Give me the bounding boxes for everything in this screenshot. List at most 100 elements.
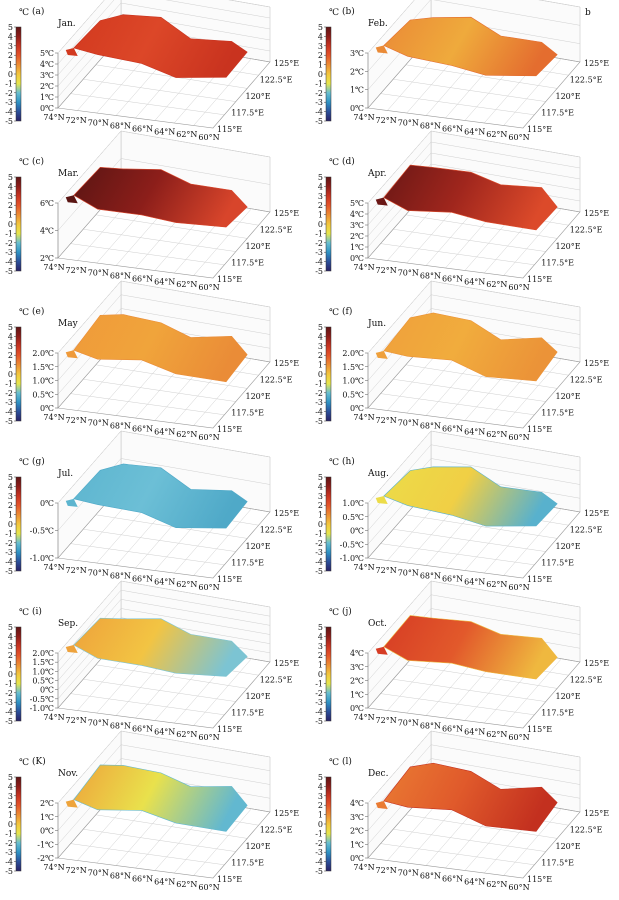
- z-tick-label: -1.0℃: [30, 554, 54, 563]
- z-tick-label: -2℃: [37, 854, 54, 863]
- z-tick-label: 2.0℃: [32, 349, 54, 358]
- floor-grid-line: [95, 64, 248, 89]
- panel-label: (d): [342, 156, 355, 167]
- wall-grid-line: [57, 458, 271, 531]
- colorbar-unit: ℃: [19, 8, 29, 18]
- colorbar-unit: ℃: [19, 458, 29, 468]
- lon-tick-label: 115°E: [217, 725, 242, 734]
- lat-tick-label: 66°N: [442, 724, 463, 733]
- colorbar-tick-label: 1: [8, 661, 13, 670]
- floor-grid-line: [380, 243, 535, 266]
- panel-label: (a): [32, 6, 44, 17]
- colorbar-tick-label: 0: [8, 220, 13, 229]
- colorbar-tick-label: -2: [315, 89, 323, 98]
- z-tick-label: 2.0℃: [342, 349, 364, 358]
- colorbar-tick-label: -4: [315, 258, 323, 267]
- lon-tick-label: 125°E: [274, 659, 299, 668]
- lat-tick-label: 70°N: [88, 269, 109, 278]
- wall-grid-line: [57, 730, 271, 804]
- lat-tick-label: 66°N: [132, 724, 153, 733]
- colorbar-tick-label: -3: [315, 548, 323, 557]
- colorbar-tick-label: 0: [318, 670, 323, 679]
- lon-tick-label: 115°E: [217, 275, 242, 284]
- floor-grid-line: [405, 814, 558, 839]
- surface-tail: [375, 496, 388, 505]
- lon-tick-label: 125°E: [584, 659, 609, 668]
- colorbar-tick-label: 1: [8, 361, 13, 370]
- colorbar-tick-label: -1: [315, 379, 323, 388]
- floor-grid-line: [393, 828, 546, 852]
- z-tick-label: 1.0℃: [32, 667, 54, 676]
- lon-tick-label: 120°E: [246, 92, 271, 101]
- floor-grid-line: [380, 393, 535, 416]
- wall-grid-line: [367, 308, 581, 381]
- lat-tick-label: 74°N: [353, 263, 374, 272]
- z-tick-label: -1℃: [37, 840, 54, 849]
- lon-tick-label: 115°E: [217, 125, 242, 134]
- wall-grid-line: [367, 758, 581, 831]
- floor-grid-line: [393, 528, 546, 552]
- floor-grid-line: [83, 678, 236, 702]
- surface-tail: [65, 645, 78, 654]
- z-tick-label: 2℃: [350, 67, 364, 76]
- month-label: Nov.: [58, 769, 78, 779]
- lat-tick-label: 60°N: [198, 283, 219, 292]
- lon-tick-label: 125°E: [584, 209, 609, 218]
- temperature-surface: [73, 764, 248, 832]
- colorbar-tick-label: -1: [315, 229, 323, 238]
- colorbar: [15, 26, 22, 122]
- colorbar-tick-label: -2: [5, 839, 13, 848]
- floor-grid-line: [393, 78, 546, 102]
- panel-label: (l): [342, 756, 352, 767]
- wall-grid-line: [57, 0, 271, 54]
- colorbar-tick-label: -5: [5, 567, 13, 576]
- lon-tick-label: 115°E: [527, 875, 552, 884]
- floor-grid-line: [193, 808, 252, 876]
- floor-grid-line: [503, 658, 562, 726]
- z-tick-label: 2.0℃: [32, 649, 54, 658]
- colorbar-tick-label: -1: [5, 829, 13, 838]
- colorbar-tick-label: 5: [318, 323, 323, 332]
- lat-tick-label: 74°N: [43, 713, 64, 722]
- lon-tick-label: 117.5°E: [541, 409, 574, 418]
- floor-grid-line: [405, 364, 558, 389]
- colorbar-unit: ℃: [329, 158, 339, 168]
- z-tick-label: 0℃: [350, 254, 364, 263]
- panel-k: ℃ 5 4 3 2 1 0 -1 -2 -3 -4 -5 (K) Nov. 2℃ 1℃ 0℃ -1℃ -2℃ 74°N…: [0, 730, 309, 900]
- wall-grid-line: [57, 758, 271, 831]
- colorbar-tick-label: -5: [5, 117, 13, 126]
- z-tick-label: 1℃: [40, 93, 54, 102]
- lat-tick-label: 68°N: [110, 572, 131, 581]
- lat-tick-label: 60°N: [508, 883, 529, 892]
- wall-grid-line: [57, 280, 271, 354]
- colorbar-tick-label: 4: [318, 632, 323, 641]
- month-label: Aug.: [367, 469, 389, 479]
- floor-grid-line: [70, 543, 225, 566]
- lon-tick-label: 125°E: [584, 509, 609, 518]
- colorbar-tick-label: -3: [315, 98, 323, 107]
- colorbar-unit: ℃: [329, 8, 339, 18]
- panel-d: ℃ 5 4 3 2 1 0 -1 -2 -3 -4 -5 (d) Apr. 5℃ 4℃ 3℃ 2℃ 1℃ 0℃ 74°N…: [310, 130, 619, 300]
- wall-grid-line: [367, 130, 581, 204]
- colorbar-tick-label: -3: [5, 398, 13, 407]
- lon-tick-label: 120°E: [556, 542, 581, 551]
- floor-outline: [57, 185, 271, 279]
- lon-tick-label: 122.5°E: [260, 376, 293, 385]
- colorbar-tick-label: 4: [318, 182, 323, 191]
- colorbar-tick-label: 5: [8, 623, 13, 632]
- colorbar: [15, 776, 22, 872]
- surface-tail: [375, 646, 388, 655]
- colorbar-tick-label: -4: [315, 408, 323, 417]
- lat-tick-label: 70°N: [88, 119, 109, 128]
- colorbar-tick-label: 1: [318, 211, 323, 220]
- temperature-surface: [73, 463, 248, 529]
- colorbar-tick-label: 2: [8, 801, 13, 810]
- lat-tick-label: 62°N: [176, 430, 197, 439]
- floor-grid-line: [70, 693, 225, 716]
- colorbar: [325, 476, 332, 572]
- lat-tick-label: 74°N: [353, 713, 374, 722]
- colorbar-tick-label: -2: [5, 389, 13, 398]
- lon-tick-label: 125°E: [274, 359, 299, 368]
- temperature-surface: [73, 167, 248, 228]
